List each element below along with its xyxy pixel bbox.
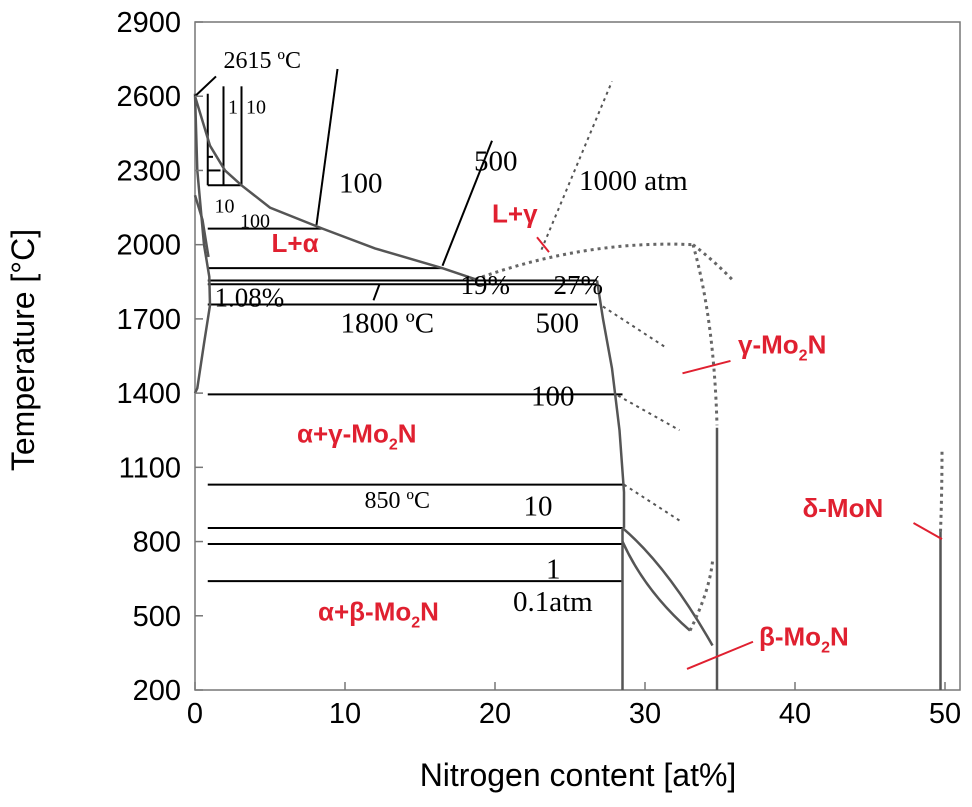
- phase-label-delta_mon: δ-MoN: [803, 493, 884, 523]
- annotation-p10_top: 10: [246, 97, 266, 119]
- phase-label-gamma_mo2n: γ-Mo2N: [738, 330, 826, 365]
- annotation-p10_solid: 10: [524, 491, 553, 523]
- y-tick-label: 800: [133, 527, 181, 559]
- annotation-p100_low: 100: [240, 210, 270, 232]
- annotation-c19: 19%: [461, 270, 511, 300]
- alpha-solvus: [193, 93, 212, 394]
- phase-label-l_gamma: L+γ: [492, 198, 538, 228]
- phase-boundaries: [193, 68, 944, 670]
- phase-label-l_alpha: L+α: [272, 228, 319, 258]
- alpha-inner: [193, 194, 210, 258]
- temp-callout-1800: [372, 283, 381, 301]
- x-tick-label: 30: [629, 698, 661, 730]
- annotation-t2615: 2615 ºC: [224, 48, 301, 74]
- isobar-extension: [617, 394, 680, 432]
- y-tick-label: 1400: [116, 378, 181, 410]
- beta-lower-curve: [621, 541, 691, 632]
- annotation-p1_solid: 1: [546, 554, 561, 586]
- y-tick-label: 2900: [116, 7, 181, 39]
- annotation-p10_low: 10: [215, 196, 235, 218]
- annotation-p01: 0.1atm: [513, 586, 593, 618]
- beta-right-dotted: [688, 561, 714, 632]
- phase-label-beta_mo2n: β-Mo2N: [759, 621, 849, 656]
- x-axis-ticks: 0 10 20 30 40 50: [187, 682, 961, 730]
- y-tick-label: 2600: [116, 81, 181, 113]
- y-tick-label: 2000: [116, 230, 181, 262]
- annotation-t850: 850 ºC: [365, 488, 430, 514]
- x-tick-label: 40: [779, 698, 811, 730]
- annotation-c108: 1.08%: [215, 283, 285, 313]
- liquidus-curve: [193, 95, 476, 281]
- annotation-p500_liq: 500: [474, 145, 518, 177]
- pressure-callout-1000: [540, 80, 613, 251]
- temp-callout-2615: [194, 75, 217, 97]
- beta-upper-curve: [621, 526, 714, 647]
- gamma-right-dotted: [691, 244, 719, 426]
- y-tick-label: 500: [133, 601, 181, 633]
- red-callout: [913, 522, 943, 540]
- pressure-callout-100: [315, 68, 339, 226]
- plot-border: [194, 21, 961, 691]
- y-tick-label: 2300: [116, 155, 181, 187]
- annotation-p500_solid: 500: [536, 307, 580, 339]
- y-tick-label: 200: [133, 675, 181, 707]
- annotation-p100_solid: 100: [531, 380, 575, 412]
- annotation-p100_liq: 100: [339, 168, 383, 200]
- y-tick-label: 1700: [116, 304, 181, 336]
- y-tick-label: 1100: [119, 452, 181, 484]
- gamma-left-boundary: [595, 280, 626, 528]
- annotation-c27: 27%: [554, 270, 604, 300]
- annotation-p1000: 1000 atm: [579, 165, 688, 197]
- x-tick-label: 0: [187, 698, 203, 730]
- isobar-extension: [602, 305, 669, 350]
- liquidus-dotted: [474, 242, 694, 281]
- y-axis-ticks: 2900 2600 2300 2000 1700 1400 1100 800 500 200: [116, 7, 203, 707]
- x-axis-label: Nitrogen content [at%]: [420, 757, 737, 793]
- x-tick-label: 10: [329, 698, 361, 730]
- annotation-t1800: 1800 ºC: [341, 307, 435, 339]
- red-callout: [682, 359, 731, 375]
- red-callout: [536, 236, 550, 253]
- x-tick-label: 20: [479, 698, 511, 730]
- annotation-p1_top: 1: [228, 97, 238, 119]
- phase-label-alpha_beta: α+β-Mo2N: [318, 597, 439, 632]
- phase-label-alpha_gamma: α+γ-Mo2N: [297, 419, 417, 454]
- y-axis-label: Temperature [°C]: [5, 229, 41, 471]
- isobar-lines: [206, 86, 942, 690]
- pressure-callout-500: [441, 140, 493, 267]
- plot-frame: [194, 21, 961, 691]
- phase-labels: L+α L+γ γ-Mo2N α+γ-Mo2N δ-MoN α+β-Mo2N β-Mo2N: [272, 198, 884, 656]
- delta-dotted: [939, 450, 944, 532]
- red-callout: [686, 640, 754, 670]
- x-tick-label: 50: [929, 698, 961, 730]
- isobar-extension: [623, 483, 681, 522]
